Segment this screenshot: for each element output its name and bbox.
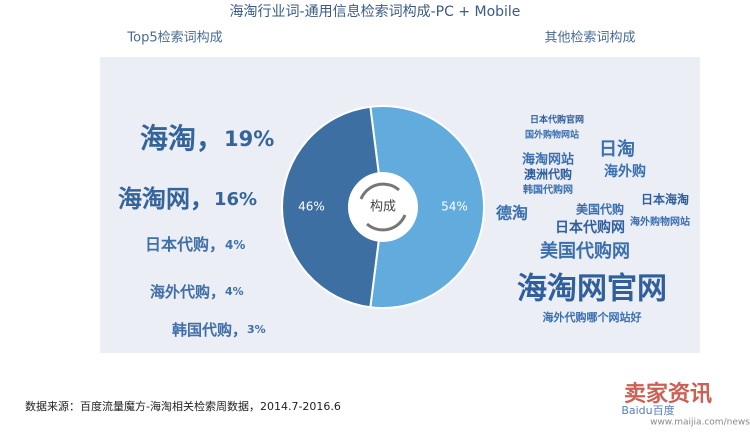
cloud-word: 韩国代购网	[523, 183, 573, 196]
cloud-word: 海淘网官网	[517, 272, 667, 307]
share: 4%	[225, 285, 244, 298]
cloud-word: 美国代购网	[540, 240, 630, 262]
source-note: 数据来源：百度流量魔方-海淘相关检索周数据，2014.7-2016.6	[25, 399, 341, 413]
cloud-word: 美国代购	[576, 202, 624, 217]
top5-item: 海外代购，4%	[150, 283, 244, 301]
cloud-word: 日本代购官网	[530, 114, 584, 126]
cloud-word: 日本海淘	[641, 192, 689, 207]
cycle-arrow	[359, 182, 400, 200]
chart-title: 海淘行业词-通用信息检索词构成-PC + Mobile	[230, 3, 521, 20]
separator: ，	[210, 283, 225, 301]
top5-item: 日本代购，4%	[145, 235, 245, 254]
watermark: www.maijia.com/news	[650, 418, 750, 428]
slice-label: 46%	[298, 200, 325, 214]
share: 19%	[224, 127, 274, 151]
cloud-word: 德淘	[496, 204, 528, 223]
separator: ，	[196, 122, 224, 155]
cloud-word: 国外购物网站	[525, 129, 579, 141]
cloud-word: 海淘网站	[522, 152, 574, 168]
cloud-word: 日淘	[599, 138, 635, 160]
right-header: 其他检索词构成	[544, 31, 635, 46]
top5-item: 韩国代购，3%	[172, 321, 266, 339]
watermark: Baidu百度	[621, 403, 674, 417]
share: 4%	[225, 238, 245, 252]
term: 海淘	[140, 122, 196, 155]
top5-item: 海淘网，16%	[118, 185, 257, 213]
separator: ，	[190, 185, 214, 213]
cloud-word: 澳洲代购	[524, 167, 572, 182]
watermark: 卖家资讯	[624, 381, 712, 407]
separator: ，	[209, 235, 225, 254]
donut: 54% 46% 构成	[281, 105, 485, 309]
donut-slice	[369, 105, 485, 309]
left-header: Top5检索词构成	[126, 31, 222, 46]
term: 海外代购	[150, 283, 210, 301]
cycle-arrow	[366, 214, 407, 232]
term: 海淘网	[118, 185, 190, 213]
share: 16%	[214, 189, 257, 210]
top5-list: 海淘，19%海淘网，16%日本代购，4%海外代购，4%韩国代购，3%	[118, 122, 274, 339]
cloud-word: 海外购物网站	[630, 215, 690, 228]
slice-label: 54%	[441, 200, 468, 214]
donut-slice	[281, 105, 380, 309]
term: 韩国代购	[172, 321, 232, 339]
center-label: 构成	[370, 200, 396, 215]
term: 日本代购	[145, 235, 209, 254]
share: 3%	[247, 323, 266, 336]
separator: ，	[232, 321, 247, 339]
top5-item: 海淘，19%	[140, 122, 274, 155]
cloud-word: 海外代购哪个网站好	[543, 310, 642, 324]
cloud-word: 日本代购网	[555, 219, 625, 236]
cloud-word: 海外购	[604, 163, 646, 180]
